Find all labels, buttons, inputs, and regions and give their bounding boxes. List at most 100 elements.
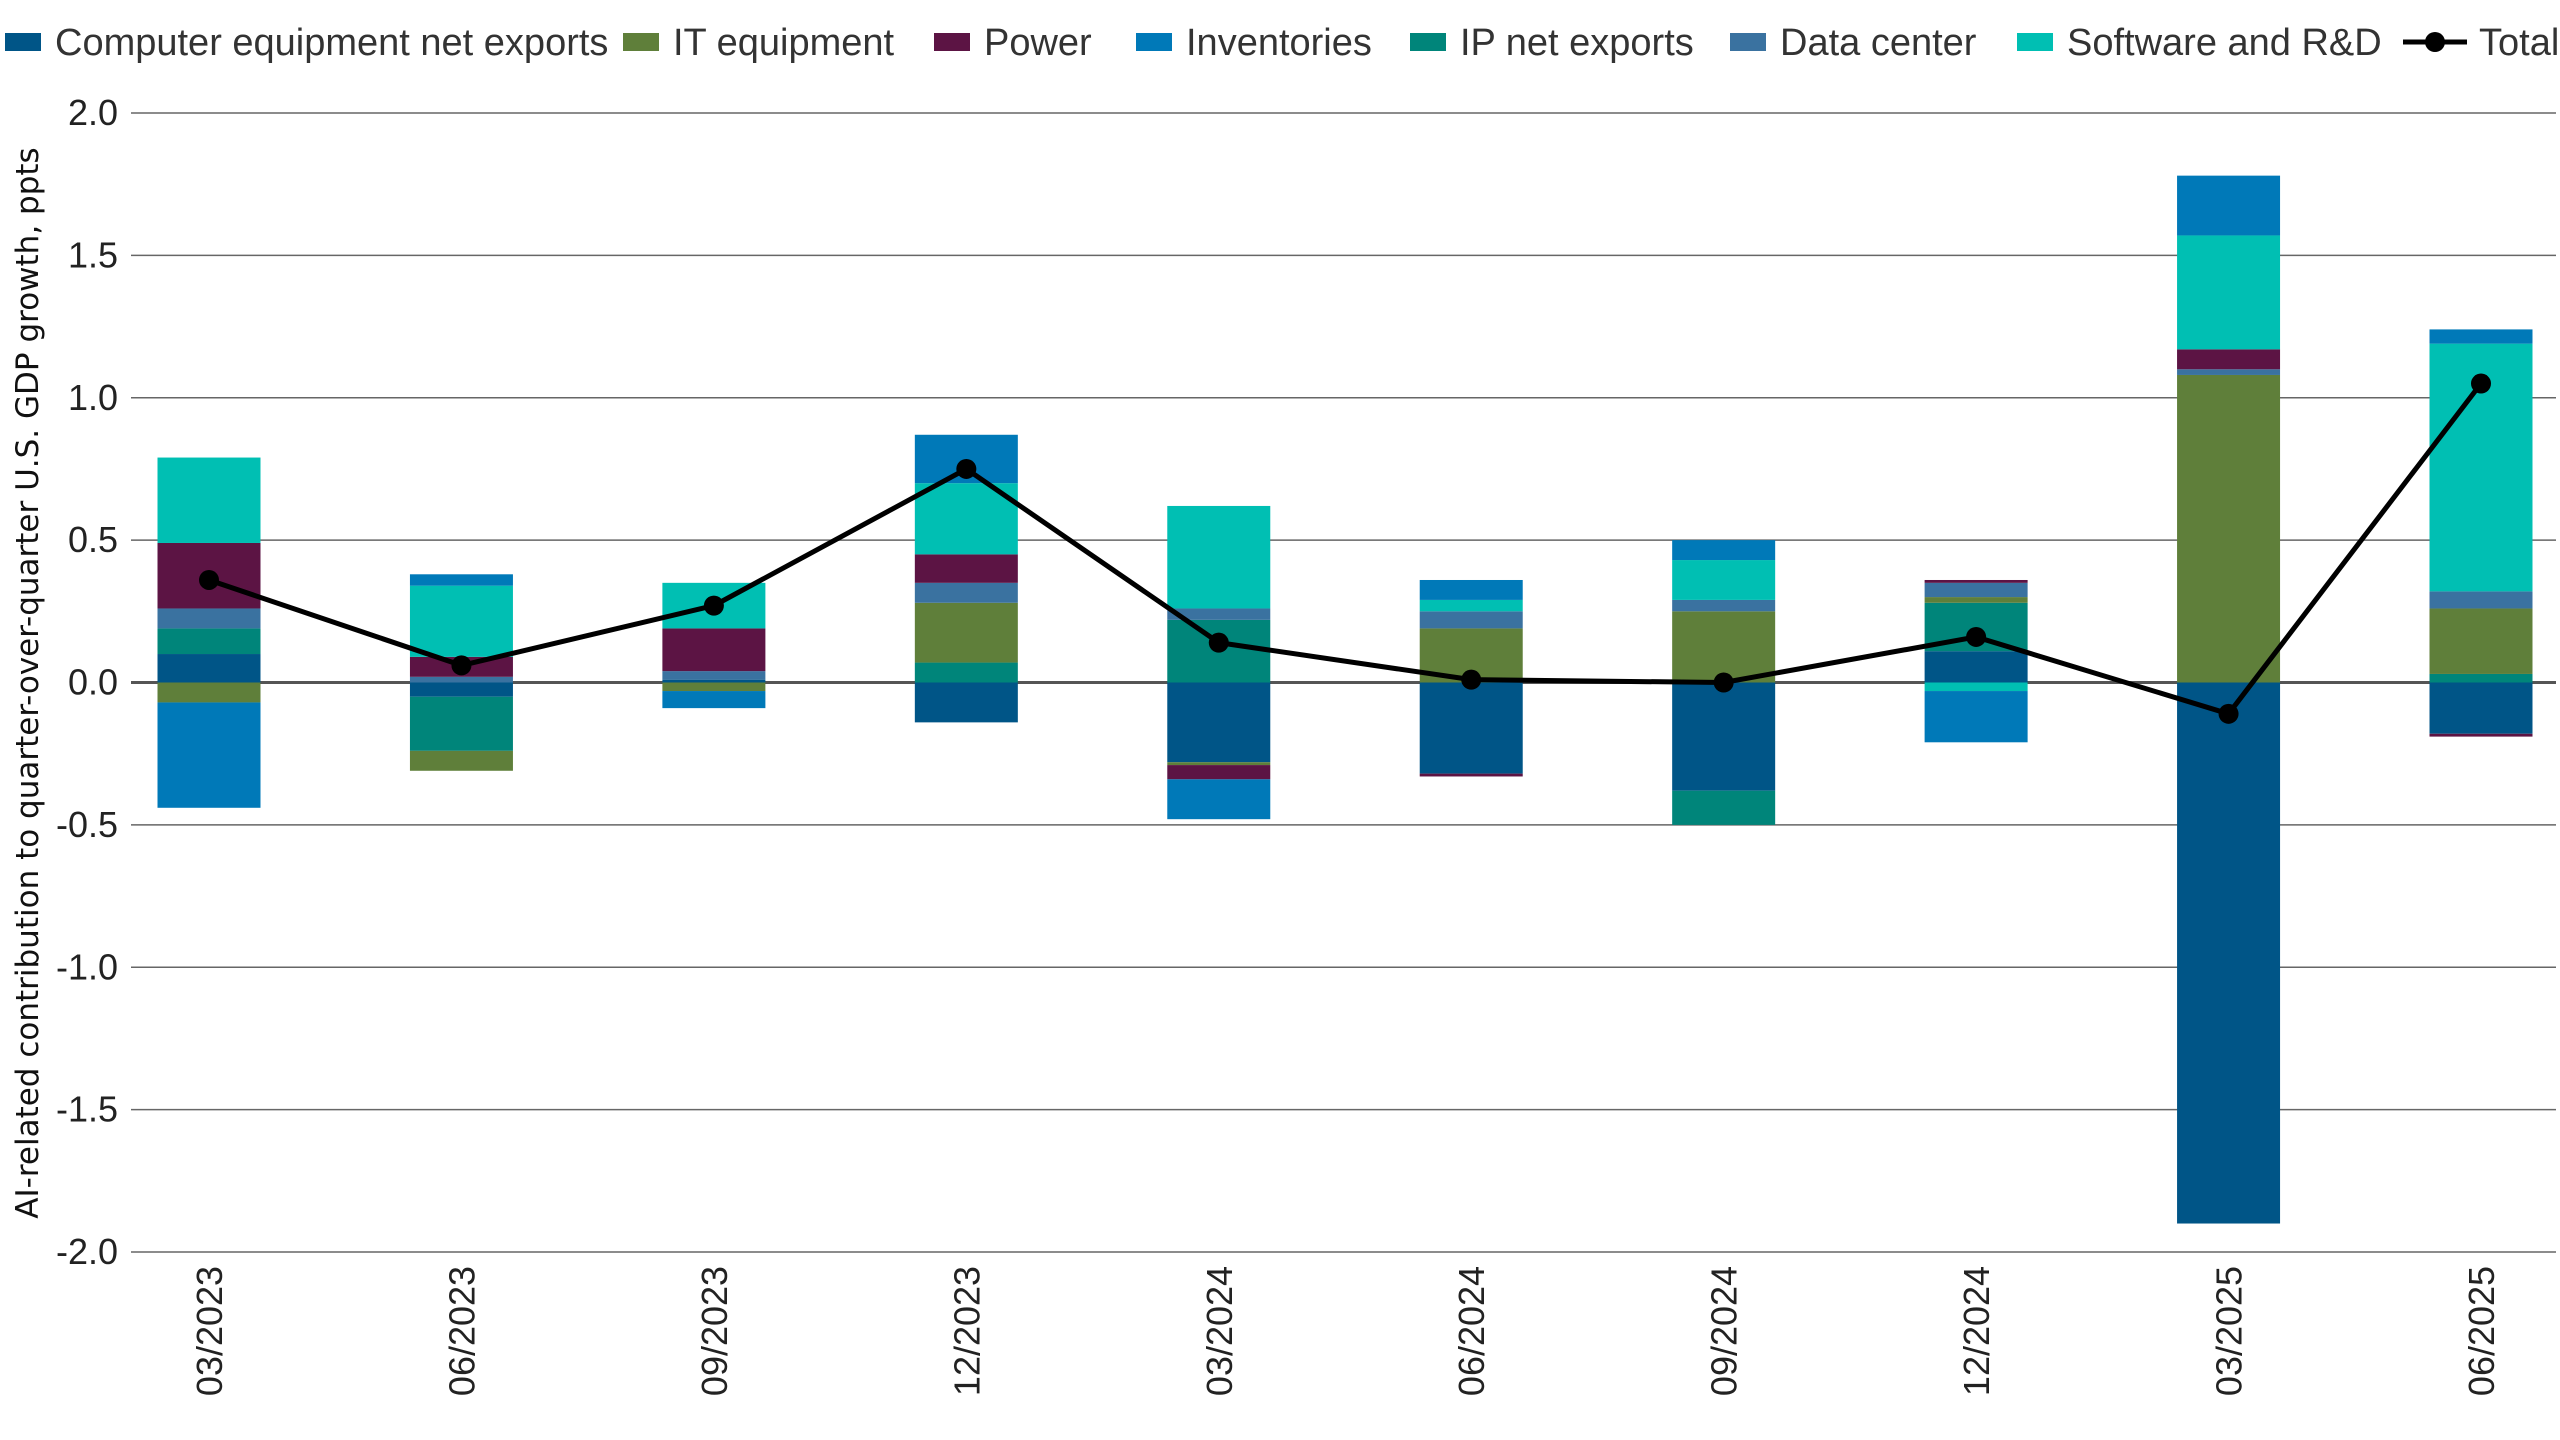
legend-swatch bbox=[1136, 33, 1172, 51]
total-point-12-2023 bbox=[956, 458, 977, 479]
y-tick-label: 0.5 bbox=[68, 519, 118, 560]
bar-segment-computer-equipment-net-exports-03-2023 bbox=[157, 654, 261, 683]
y-tick-label: 1.0 bbox=[68, 377, 118, 418]
bar-segment-inventories-09-2023 bbox=[662, 691, 766, 709]
y-tick-label: -0.5 bbox=[56, 804, 118, 845]
total-point-03-2024 bbox=[1208, 632, 1229, 653]
y-tick-label: 0.0 bbox=[68, 662, 118, 703]
bar-segment-it-equipment-09-2023 bbox=[662, 682, 766, 692]
legend-swatch bbox=[934, 33, 970, 51]
bar-segment-computer-equipment-net-exports-09-2024 bbox=[1672, 682, 1776, 791]
bar-segment-it-equipment-03-2023 bbox=[157, 682, 261, 703]
bar-segment-data-center-03-2023 bbox=[157, 608, 261, 629]
bar-segment-inventories-03-2024 bbox=[1167, 779, 1271, 820]
total-point-06-2023 bbox=[451, 655, 472, 676]
total-line-path bbox=[208, 381, 2483, 717]
total-point-06-2025 bbox=[2471, 373, 2491, 394]
legend-label: Computer equipment net exports bbox=[55, 22, 608, 64]
legend-swatch bbox=[5, 33, 41, 51]
y-tick-label: 1.5 bbox=[68, 234, 118, 275]
bar-segment-it-equipment-06-2025 bbox=[2429, 608, 2533, 674]
total-point-09-2023 bbox=[703, 595, 724, 616]
bar-segment-power-09-2023 bbox=[662, 628, 766, 672]
legend-swatch bbox=[2017, 33, 2053, 51]
x-tick-label: 12/2024 bbox=[1956, 1266, 1997, 1396]
bar-segment-it-equipment-03-2024 bbox=[1167, 762, 1271, 766]
legend-swatch bbox=[623, 33, 659, 51]
total-point-09-2024 bbox=[1713, 672, 1734, 693]
bar-segment-computer-equipment-net-exports-06-2023 bbox=[409, 682, 513, 697]
bar-segment-it-equipment-12-2024 bbox=[1924, 597, 2028, 603]
bar-segment-inventories-06-2025 bbox=[2429, 329, 2533, 344]
total-line bbox=[199, 373, 2491, 724]
legend-label: Data center bbox=[1780, 22, 1977, 64]
bar-segment-inventories-06-2024 bbox=[1419, 579, 1523, 600]
legend-label: IT equipment bbox=[673, 22, 895, 64]
bar-segment-inventories-06-2023 bbox=[409, 574, 513, 586]
bar-segment-it-equipment-03-2025 bbox=[2177, 374, 2281, 683]
gridlines: 2.0 1.5 1.0 0.5 0.0 -0.5 -1.0 -1.5 -2.0 bbox=[56, 92, 2556, 1272]
bar-segment-power-03-2024 bbox=[1167, 765, 1271, 780]
bar-segment-ip-net-exports-09-2024 bbox=[1672, 790, 1776, 825]
bar-segment-power-12-2024 bbox=[1924, 579, 2028, 583]
x-tick-label: 09/2023 bbox=[694, 1266, 735, 1396]
legend-label: Software and R&D bbox=[2067, 22, 2382, 64]
bar-segment-computer-equipment-net-exports-06-2024 bbox=[1419, 682, 1523, 774]
bar-segment-data-center-03-2025 bbox=[2177, 369, 2281, 375]
bar-segment-computer-equipment-net-exports-09-2023 bbox=[662, 679, 766, 683]
bars bbox=[157, 175, 2533, 1224]
bar-segment-power-12-2023 bbox=[914, 554, 1018, 583]
bar-segment-computer-equipment-net-exports-06-2025 bbox=[2429, 682, 2533, 734]
bar-segment-inventories-09-2024 bbox=[1672, 540, 1776, 561]
bar-segment-data-center-09-2024 bbox=[1672, 599, 1776, 612]
bar-segment-computer-equipment-net-exports-12-2023 bbox=[914, 682, 1018, 723]
bar-segment-computer-equipment-net-exports-12-2024 bbox=[1924, 651, 2028, 683]
total-point-12-2024 bbox=[1966, 626, 1987, 647]
x-axis-labels: 03/2023 06/2023 09/2023 12/2023 03/2024 06/20… bbox=[189, 1266, 2502, 1396]
x-tick-label: 03/2025 bbox=[2209, 1266, 2250, 1396]
bar-segment-data-center-06-2024 bbox=[1419, 611, 1523, 629]
legend-label: Power bbox=[984, 22, 1092, 64]
bar-segment-ip-net-exports-03-2023 bbox=[157, 628, 261, 655]
legend-label: Total bbox=[2479, 22, 2559, 64]
bar-segment-ip-net-exports-06-2025 bbox=[2429, 673, 2533, 683]
y-axis-title: AI-related contribution to quarter-over-… bbox=[10, 147, 46, 1218]
bar-segment-ip-net-exports-06-2023 bbox=[409, 696, 513, 751]
bar-segment-inventories-03-2025 bbox=[2177, 175, 2281, 236]
bar-segment-software-and-r-d-12-2024 bbox=[1924, 682, 2028, 692]
bar-segment-data-center-09-2023 bbox=[662, 671, 766, 680]
bar-segment-data-center-03-2024 bbox=[1167, 608, 1271, 620]
bar-segment-software-and-r-d-03-2023 bbox=[157, 457, 261, 543]
bar-segment-power-03-2025 bbox=[2177, 349, 2281, 370]
bar-segment-software-and-r-d-09-2024 bbox=[1672, 560, 1776, 600]
bar-segment-software-and-r-d-06-2023 bbox=[409, 585, 513, 657]
legend: Computer equipment net exports IT equipme… bbox=[5, 22, 2559, 64]
bar-segment-data-center-12-2024 bbox=[1924, 582, 2028, 598]
x-tick-label: 09/2024 bbox=[1704, 1266, 1745, 1396]
bar-segment-it-equipment-06-2023 bbox=[409, 750, 513, 771]
x-tick-label: 06/2024 bbox=[1451, 1266, 1492, 1396]
x-tick-label: 03/2024 bbox=[1199, 1266, 1240, 1396]
bar-segment-software-and-r-d-03-2025 bbox=[2177, 235, 2281, 350]
bar-segment-ip-net-exports-12-2023 bbox=[914, 662, 1018, 683]
bar-segment-power-06-2025 bbox=[2429, 733, 2533, 737]
bar-segment-software-and-r-d-03-2024 bbox=[1167, 505, 1271, 609]
bar-segment-software-and-r-d-06-2024 bbox=[1419, 599, 1523, 612]
bar-segment-it-equipment-12-2023 bbox=[914, 602, 1018, 663]
y-tick-label: -1.0 bbox=[56, 946, 118, 987]
total-point-03-2023 bbox=[199, 569, 219, 590]
total-point-06-2024 bbox=[1461, 669, 1482, 690]
bar-segment-computer-equipment-net-exports-03-2024 bbox=[1167, 682, 1271, 763]
bar-segment-data-center-06-2023 bbox=[409, 676, 513, 683]
x-tick-label: 06/2025 bbox=[2461, 1266, 2502, 1396]
x-tick-label: 12/2023 bbox=[946, 1266, 987, 1396]
total-point-03-2025 bbox=[2218, 703, 2239, 724]
x-tick-label: 03/2023 bbox=[189, 1266, 230, 1396]
bar-segment-inventories-03-2023 bbox=[157, 702, 261, 808]
bar-segment-inventories-12-2024 bbox=[1924, 691, 2028, 743]
legend-swatch bbox=[1410, 33, 1446, 51]
y-tick-label: 2.0 bbox=[68, 92, 118, 133]
x-tick-label: 06/2023 bbox=[441, 1266, 482, 1396]
bar-segment-data-center-12-2023 bbox=[914, 582, 1018, 603]
